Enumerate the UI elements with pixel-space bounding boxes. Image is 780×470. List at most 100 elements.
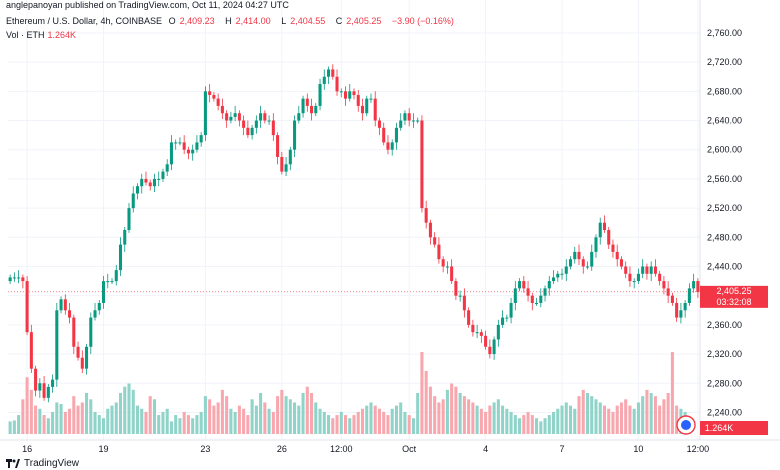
volume-bar [399, 402, 403, 434]
candle-body [106, 281, 110, 283]
price-tick-label: 2,280.00 [707, 378, 742, 388]
price-tick-label: 2,560.00 [707, 174, 742, 184]
candle-body [157, 178, 161, 180]
volume-bar [114, 402, 118, 434]
volume-bar [594, 399, 598, 434]
candle-body [488, 346, 492, 355]
volume-bar [526, 411, 530, 434]
candle-body [471, 324, 475, 333]
volume-bar [331, 418, 335, 434]
candle-body [85, 346, 89, 369]
volume-bar [390, 408, 394, 434]
volume-bar [314, 402, 318, 434]
candle-body [509, 302, 513, 318]
candle-body [191, 149, 195, 154]
volume-bar [552, 411, 556, 434]
candle-body [577, 251, 581, 260]
volume-bar [602, 405, 607, 434]
candle-body [322, 76, 326, 85]
candle-body [479, 332, 483, 336]
candle-body [539, 295, 543, 303]
volume-bar [585, 393, 590, 434]
volume-bar [191, 418, 195, 434]
candle-body [135, 186, 140, 194]
volume-bar [467, 399, 471, 434]
price-tick-label: 2,680.00 [707, 86, 742, 96]
footer-brand[interactable]: TradingView [6, 458, 79, 469]
volume-legend-label[interactable]: Vol · ETH [6, 30, 45, 40]
candle-body [348, 91, 352, 99]
candle-body [80, 357, 84, 369]
volume-bar [547, 415, 551, 434]
candle-body [687, 288, 691, 303]
time-tick-label: 4 [483, 444, 488, 454]
candle-body [670, 295, 674, 303]
symbol-title[interactable]: Ethereum / U.S. Dollar, 4h, COINBASE [6, 16, 163, 26]
candle-body [585, 266, 590, 268]
candle-body [369, 98, 373, 100]
volume-bar [386, 415, 390, 434]
published-line: anglepanoyan published on TradingView.co… [6, 0, 289, 10]
volume-bar [407, 415, 411, 434]
volume-bar [131, 389, 135, 434]
volume-bars [8, 352, 691, 434]
volume-bar [568, 405, 573, 434]
candle-body [445, 266, 449, 268]
volume-bar [611, 411, 615, 434]
candle-body [34, 368, 38, 391]
candle-body [441, 259, 445, 267]
volume-bar [577, 396, 581, 434]
candle-body [101, 281, 106, 303]
volume-bar [450, 383, 454, 434]
volume-legend-value: 1.264K [47, 30, 77, 40]
candle-body [535, 302, 539, 304]
time-tick-label: 19 [99, 444, 109, 454]
volume-bar [454, 386, 458, 434]
volume-bar [212, 405, 216, 434]
candle-body [212, 94, 216, 99]
tradingview-logo-icon [6, 459, 20, 468]
volume-bar [29, 389, 33, 434]
volume-bar [318, 408, 322, 434]
candle-body [17, 277, 21, 279]
close-value: 2,405.25 [346, 16, 382, 26]
candle-body [280, 157, 284, 172]
candle-body [658, 273, 662, 282]
candle-body [513, 288, 517, 303]
volume-bar [157, 415, 161, 434]
candle-body [339, 91, 343, 93]
volume-bar [237, 405, 241, 434]
volume-bar [471, 402, 475, 434]
volume-bar [496, 399, 500, 434]
candle-body [662, 281, 666, 289]
candle-body [250, 127, 254, 136]
candle-body [318, 84, 322, 106]
volume-bar [662, 399, 666, 434]
volume-bar [148, 396, 152, 434]
volume-bar [229, 408, 233, 434]
volume-bar [394, 405, 398, 434]
volume-bar [653, 396, 657, 434]
volume-bar [280, 389, 284, 434]
volume-bar [437, 402, 441, 434]
candle-body [496, 324, 500, 340]
volume-bar [632, 408, 636, 434]
candle-body [127, 208, 131, 230]
volume-bar [607, 408, 611, 434]
volume-bar [649, 393, 653, 434]
high-value: 2,414.00 [235, 16, 271, 26]
volume-bar [615, 405, 619, 434]
candle-body [526, 288, 530, 296]
price-tick-label: 2,480.00 [707, 232, 742, 242]
tradingview-badge-icon[interactable] [676, 415, 696, 435]
volume-bar [479, 408, 483, 434]
candle-body [51, 379, 55, 387]
candle-body [458, 295, 462, 297]
candle-body [169, 142, 173, 165]
candle-body [399, 120, 403, 128]
volume-bar [543, 418, 547, 434]
candle-body [547, 281, 551, 289]
volume-bar [152, 399, 156, 434]
candle-body [229, 116, 233, 121]
current-price-value: 2,405.25 [716, 286, 751, 296]
